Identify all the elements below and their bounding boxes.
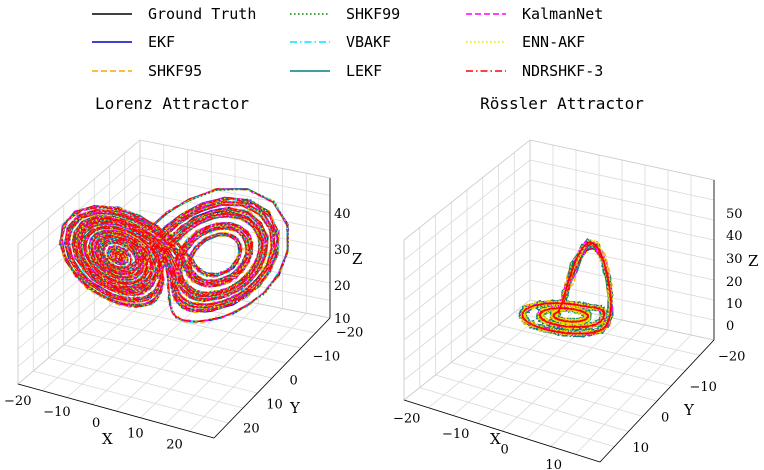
y-tick-label: −10 <box>690 380 717 395</box>
x-tick-label: −10 <box>43 405 70 420</box>
legend-item: Ground Truth <box>92 5 256 23</box>
y-axis-label: Y <box>683 401 695 419</box>
z-tick-label: 30 <box>334 243 351 258</box>
legend-item: EKF <box>92 33 175 51</box>
legend-label: KalmanNet <box>522 5 603 23</box>
legend-item: VBAKF <box>290 33 391 51</box>
z-tick-label: 50 <box>726 207 743 222</box>
y-tick-label: 10 <box>266 397 283 412</box>
legend-label: ENN-AKF <box>522 33 585 51</box>
legend-label: LEKF <box>346 62 382 80</box>
z-tick-label: 40 <box>334 207 351 222</box>
y-tick-label: 20 <box>243 421 260 436</box>
x-tick-label: −20 <box>4 394 31 409</box>
legend-item: LEKF <box>290 62 382 80</box>
z-tick-label: 40 <box>726 229 743 244</box>
legend-label: EKF <box>148 33 175 51</box>
x-tick-label: 20 <box>166 437 183 452</box>
z-tick-label: 20 <box>334 279 351 294</box>
y-axis-label: Y <box>289 399 301 417</box>
legend-item: NDRSHKF-3 <box>466 62 603 80</box>
legend: Ground Truth EKF SHKF95 SHKF99 VBAKF LEKF Kalm… <box>92 5 603 80</box>
x-tick-label: −10 <box>442 427 469 442</box>
z-tick-label: 10 <box>334 312 351 327</box>
z-axis-label: Z <box>352 250 362 268</box>
series-line-ndrshkf-3 <box>59 188 288 323</box>
z-tick-label: 10 <box>726 297 743 312</box>
lorenz-plot: −20 −10 0 10 20 −20 −10 0 10 20 X Y Z 10 20 30 40 <box>4 139 363 452</box>
series-line-ndrshkf-3 <box>521 240 612 335</box>
legend-label: VBAKF <box>346 33 391 51</box>
legend-label: Ground Truth <box>148 5 256 23</box>
legend-label: SHKF99 <box>346 5 400 23</box>
x-tick-label: 0 <box>501 443 509 458</box>
lorenz-title: Lorenz Attractor <box>95 94 249 113</box>
x-tick-label: −20 <box>393 412 420 427</box>
z-tick-label: 0 <box>726 319 734 334</box>
legend-item: KalmanNet <box>466 5 603 23</box>
x-tick-label: 10 <box>545 458 562 470</box>
legend-label: NDRSHKF-3 <box>522 62 603 80</box>
rossler-title: Rössler Attractor <box>480 94 644 113</box>
y-tick-label: −20 <box>718 350 745 365</box>
y-tick-label: −20 <box>336 325 363 340</box>
x-axis-label: X <box>490 430 501 448</box>
x-tick-label: 0 <box>92 416 100 431</box>
legend-label: SHKF95 <box>148 62 202 80</box>
legend-item: SHKF95 <box>92 62 202 80</box>
z-tick-label: 30 <box>726 252 743 267</box>
x-tick-label: 10 <box>127 427 144 442</box>
z-axis-label: Z <box>748 252 758 270</box>
legend-item: ENN-AKF <box>466 33 585 51</box>
y-tick-label: 0 <box>289 373 297 388</box>
z-tick-label: 20 <box>726 275 743 290</box>
y-tick-label: −10 <box>313 349 340 364</box>
y-tick-label: 0 <box>661 411 669 426</box>
legend-item: SHKF99 <box>290 5 400 23</box>
x-axis-label: X <box>102 430 113 448</box>
y-tick-label: 10 <box>633 441 650 456</box>
